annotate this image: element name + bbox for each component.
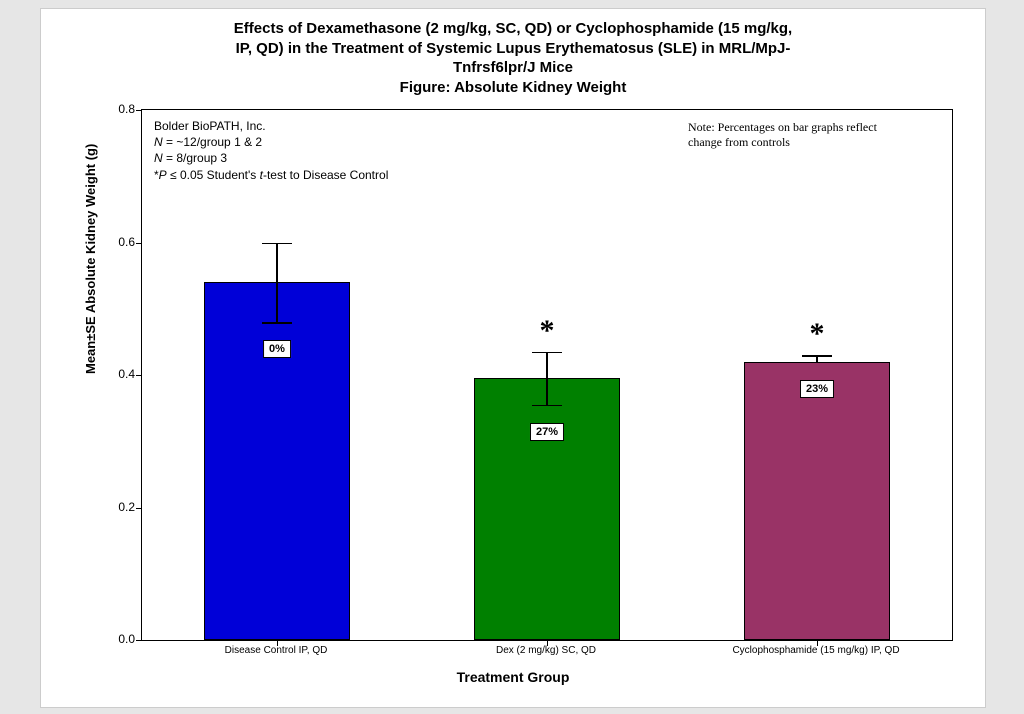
x-tick-label: Disease Control IP, QD: [225, 645, 328, 656]
significance-marker: *: [540, 314, 555, 348]
error-cap: [802, 355, 832, 357]
y-tick: [136, 243, 142, 244]
title-line-1: Effects of Dexamethasone (2 mg/kg, SC, Q…: [41, 19, 985, 39]
percent-label: 0%: [263, 340, 291, 358]
y-tick: [136, 375, 142, 376]
bar: [204, 282, 350, 640]
x-tick-label: Cyclophosphamide (15 mg/kg) IP, QD: [732, 645, 899, 656]
note-line-1: Note: Percentages on bar graphs reflect: [688, 120, 938, 135]
chart-title: Effects of Dexamethasone (2 mg/kg, SC, Q…: [41, 9, 985, 97]
error-bar: [546, 352, 548, 405]
info-line-4: *P ≤ 0.05 Student's t-test to Disease Co…: [154, 167, 388, 183]
y-tick-label: 0.8: [118, 102, 135, 116]
info-line-1: Bolder BioPATH, Inc.: [154, 118, 388, 134]
note-annotation: Note: Percentages on bar graphs reflect …: [688, 120, 938, 150]
error-cap: [262, 243, 292, 245]
y-tick-label: 0.4: [118, 367, 135, 381]
info-line-3: N = 8/group 3: [154, 150, 388, 166]
title-line-2: IP, QD) in the Treatment of Systemic Lup…: [41, 39, 985, 59]
significance-marker: *: [810, 317, 825, 351]
info-annotation: Bolder BioPATH, Inc. N = ~12/group 1 & 2…: [154, 118, 388, 183]
y-tick-label: 0.6: [118, 235, 135, 249]
x-axis-label: Treatment Group: [41, 669, 985, 685]
y-tick: [136, 640, 142, 641]
note-line-2: change from controls: [688, 135, 938, 150]
y-axis-label: Mean±SE Absolute Kidney Weight (g): [83, 144, 98, 374]
percent-label: 27%: [530, 423, 564, 441]
error-cap: [532, 352, 562, 354]
x-tick-label: Dex (2 mg/kg) SC, QD: [496, 645, 596, 656]
error-cap: [532, 405, 562, 407]
title-line-3: Tnfrsf6lpr/J Mice: [41, 58, 985, 78]
percent-label: 23%: [800, 380, 834, 398]
y-tick-label: 0.2: [118, 500, 135, 514]
y-tick: [136, 110, 142, 111]
bar: [744, 362, 890, 640]
y-tick-label: 0.0: [118, 632, 135, 646]
chart-frame: Effects of Dexamethasone (2 mg/kg, SC, Q…: [40, 8, 986, 708]
y-tick: [136, 508, 142, 509]
error-cap: [262, 322, 292, 324]
info-line-2: N = ~12/group 1 & 2: [154, 134, 388, 150]
bar: [474, 378, 620, 640]
plot-area: Bolder BioPATH, Inc. N = ~12/group 1 & 2…: [141, 109, 953, 641]
error-bar: [276, 243, 278, 323]
chart-subtitle: Figure: Absolute Kidney Weight: [41, 78, 985, 98]
